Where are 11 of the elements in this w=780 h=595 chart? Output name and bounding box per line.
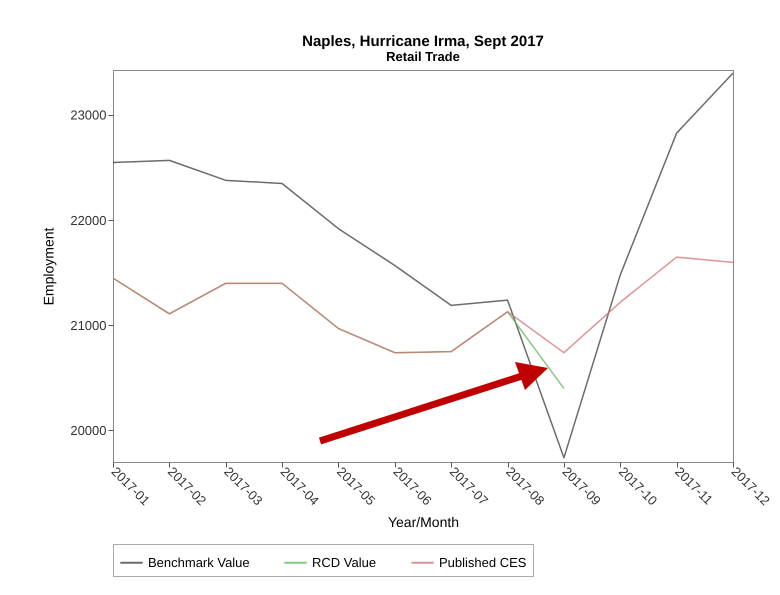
y-tick-label: 21000 — [70, 318, 106, 333]
y-tick-label: 22000 — [70, 212, 106, 228]
legend-label: Published CES — [439, 554, 527, 570]
legend-label: Benchmark Value — [148, 554, 250, 570]
chart-title: Naples, Hurricane Irma, Sept 2017 — [302, 33, 544, 50]
y-axis-title: Employment — [40, 227, 56, 306]
chart-subtitle: Retail Trade — [386, 49, 460, 64]
y-tick-label: 20000 — [70, 422, 106, 438]
legend-label: RCD Value — [312, 554, 376, 570]
x-axis-title: Year/Month — [388, 514, 460, 530]
y-tick-label: 23000 — [70, 108, 106, 123]
